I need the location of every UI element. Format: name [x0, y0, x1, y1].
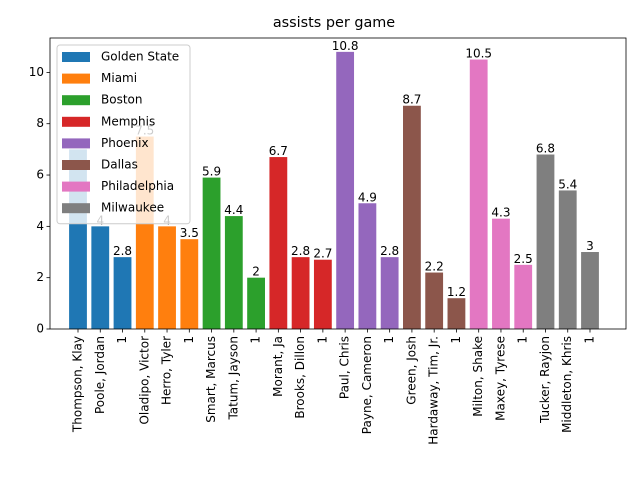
bar	[514, 264, 533, 329]
bar	[269, 157, 288, 329]
y-tick-label: 4	[36, 219, 44, 233]
y-tick-label: 10	[29, 65, 44, 79]
x-tick-label: 1	[115, 336, 129, 344]
bar	[403, 105, 421, 329]
x-tick-label: Maxey, Tyrese	[493, 336, 507, 421]
x-tick-label: Morant, Ja	[271, 336, 285, 397]
bar	[447, 298, 466, 329]
data-label: 4.4	[224, 203, 243, 217]
data-label: 10.8	[332, 39, 359, 53]
x-tick-label: 1	[583, 336, 597, 344]
bar	[380, 257, 399, 329]
bar	[558, 190, 577, 329]
x-tick-label: Hardaway, Tim, Jr.	[427, 336, 441, 445]
x-tick-label: 1	[516, 336, 530, 344]
data-label: 3.5	[180, 226, 199, 240]
bar	[202, 177, 221, 329]
data-label: 8.7	[402, 93, 421, 107]
legend-swatch	[62, 138, 90, 149]
x-tick-label: Poole, Jordan	[93, 336, 107, 414]
bar	[291, 257, 310, 329]
data-label: 3	[586, 239, 594, 253]
data-label: 6.7	[269, 144, 288, 158]
bar	[492, 218, 510, 329]
x-tick-label: Herro, Tyler	[160, 336, 174, 405]
bar	[425, 272, 444, 329]
x-tick-label: Smart, Marcus	[204, 336, 218, 423]
legend-swatch	[62, 181, 90, 192]
data-label: 2.2	[425, 260, 444, 274]
legend-swatch	[62, 73, 90, 84]
x-tick-label: Middleton, Khris	[560, 336, 574, 433]
chart-title: assists per game	[273, 15, 395, 31]
y-tick-label: 6	[36, 168, 44, 182]
data-label: 5.4	[558, 177, 577, 191]
bar	[158, 226, 176, 329]
legend-label: Golden State	[101, 50, 179, 64]
legend-swatch	[62, 116, 90, 127]
legend-box	[56, 44, 191, 225]
x-tick-label: Payne, Cameron	[360, 336, 374, 434]
legend-label: Boston	[101, 93, 142, 107]
data-label: 6.8	[536, 142, 555, 156]
y-tick-label: 0	[36, 322, 44, 336]
legend-label: Milwaukee	[101, 201, 164, 215]
data-label: 2.8	[291, 244, 310, 258]
data-label: 2	[252, 265, 260, 279]
legend-label: Phoenix	[101, 136, 149, 150]
x-tick-label: Tucker, Rayjon	[538, 336, 552, 424]
x-tick-label: Paul, Chris	[338, 336, 352, 399]
x-tick-label: 1	[382, 336, 396, 344]
bar	[358, 203, 377, 329]
legend-label: Philadelphia	[101, 179, 174, 193]
x-tick-label: Brooks, Dillon	[293, 336, 307, 419]
data-label: 2.8	[380, 244, 399, 258]
bar	[536, 154, 555, 329]
data-label: 1.2	[447, 285, 466, 299]
data-label: 4.9	[358, 190, 377, 204]
y-tick-label: 2	[36, 270, 44, 284]
bar	[91, 226, 110, 329]
data-label: 10.5	[465, 47, 492, 61]
x-tick-label: 1	[249, 336, 263, 344]
bar	[113, 257, 132, 329]
bar	[581, 252, 599, 329]
y-tick-label: 8	[36, 116, 44, 130]
x-tick-label: 1	[182, 336, 196, 344]
bar	[247, 277, 265, 329]
bar	[336, 51, 355, 329]
x-tick-label: Tatum, Jayson	[226, 336, 240, 421]
x-tick-label: Milton, Shake	[471, 336, 485, 417]
legend-label: Miami	[101, 71, 137, 85]
data-label: 2.8	[113, 244, 132, 258]
legend-swatch	[62, 160, 90, 170]
x-tick-label: Oladipo, Victor	[137, 336, 151, 425]
bar	[180, 239, 199, 329]
x-tick-label: 1	[315, 336, 329, 344]
data-label: 2.5	[514, 252, 533, 266]
plot-frame	[49, 37, 627, 330]
legend-label: Memphis	[101, 114, 155, 128]
data-label: 4.3	[491, 206, 510, 220]
legend-swatch	[62, 95, 90, 106]
bar	[313, 259, 332, 329]
legend-swatch	[62, 52, 90, 62]
data-label: 5.9	[202, 165, 221, 179]
bar	[224, 216, 243, 329]
bar	[469, 59, 488, 330]
data-label: 2.7	[313, 247, 332, 261]
x-tick-label: 1	[449, 336, 463, 344]
legend-label: Dallas	[101, 158, 138, 172]
x-tick-label: Thompson, Klay	[71, 336, 85, 433]
x-tick-label: Green, Josh	[404, 336, 418, 405]
legend-swatch	[62, 203, 90, 214]
